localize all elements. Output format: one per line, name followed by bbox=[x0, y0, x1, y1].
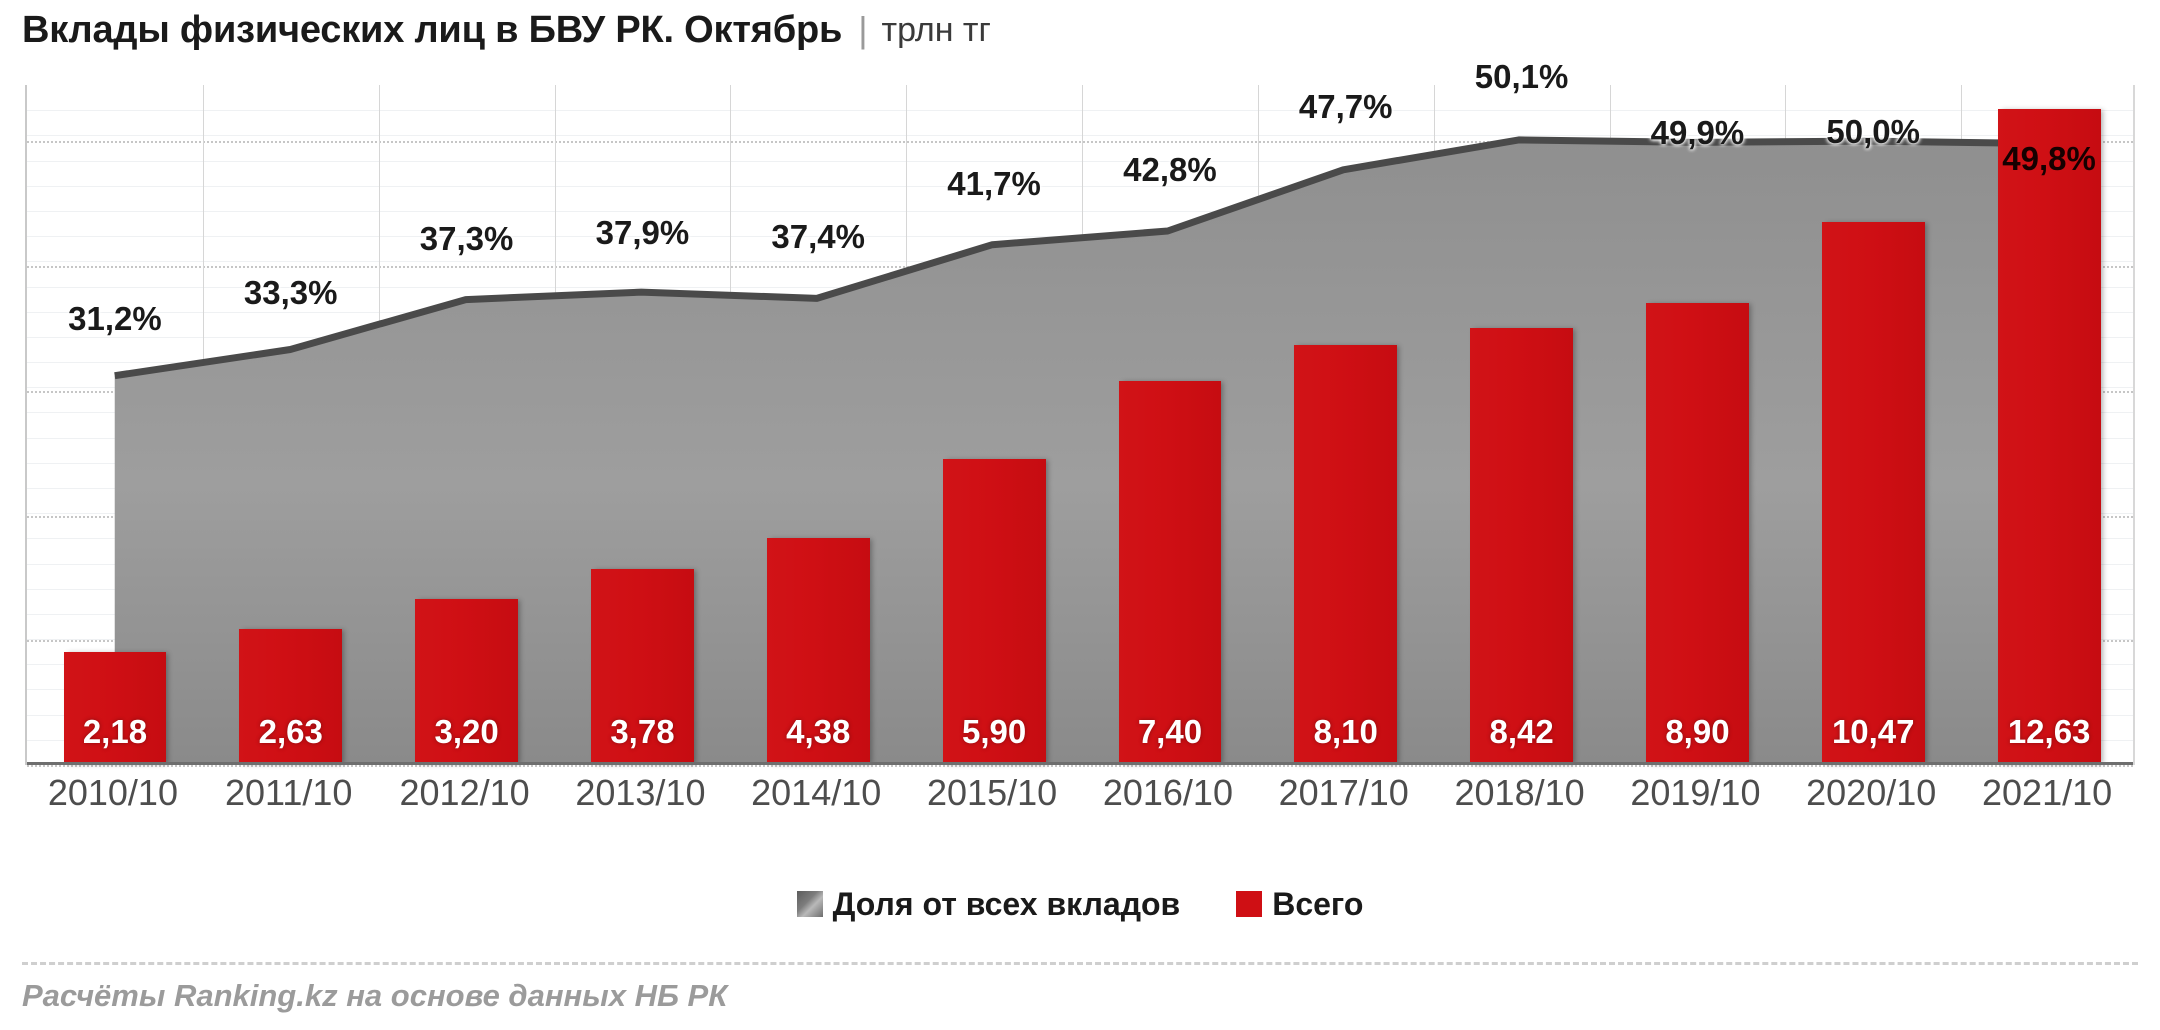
bar-value-label: 3,20 bbox=[434, 712, 499, 750]
x-tick-2020/10: 2020/10 bbox=[1806, 772, 1937, 813]
x-tick-2012/10: 2012/10 bbox=[399, 772, 530, 813]
share-label-2018/10: 50,1% bbox=[1474, 57, 1569, 95]
bar-2015/10[interactable]: 5,90 bbox=[942, 458, 1046, 765]
x-tick-2010/10: 2010/10 bbox=[47, 772, 178, 813]
bar-2016/10[interactable]: 7,40 bbox=[1118, 380, 1222, 765]
x-tick-2015/10: 2015/10 bbox=[927, 772, 1058, 813]
chart-unit-label: трлн тг bbox=[881, 10, 991, 49]
legend-swatch-gray bbox=[796, 891, 823, 917]
gridline-minor bbox=[27, 160, 2133, 162]
share-label-2019/10: 49,9% bbox=[1650, 114, 1745, 152]
share-label-2020/10: 50,0% bbox=[1826, 113, 1920, 151]
legend-label: Доля от всех вкладов bbox=[832, 885, 1181, 922]
gridline-major bbox=[27, 765, 2133, 767]
x-tick-2018/10: 2018/10 bbox=[1454, 772, 1585, 813]
bar-value-label: 2,63 bbox=[258, 713, 323, 750]
bar-value-label: 3,78 bbox=[610, 712, 675, 750]
share-label-2016/10: 42,8% bbox=[1123, 151, 1217, 188]
bar-value-label: 8,90 bbox=[1665, 713, 1730, 750]
bar-2013/10[interactable]: 3,78 bbox=[591, 568, 694, 765]
share-label-2017/10: 47,7% bbox=[1298, 87, 1393, 125]
gridline-minor bbox=[27, 185, 2133, 187]
bar-2017/10[interactable]: 8,10 bbox=[1294, 344, 1398, 765]
x-tick-2013/10: 2013/10 bbox=[575, 772, 706, 813]
bar-2010/10[interactable]: 2,18 bbox=[63, 651, 167, 765]
share-label-2015/10: 41,7% bbox=[947, 164, 1041, 202]
x-tick-2011/10: 2011/10 bbox=[224, 772, 353, 813]
x-tick-2017/10: 2017/10 bbox=[1278, 772, 1409, 813]
bar-2021/10[interactable]: 12,63 bbox=[1997, 109, 2101, 765]
bar-value-label: 7,40 bbox=[1137, 712, 1203, 750]
plot-inner: 2,18 2,63 3,20 3,78 4,38 5,90 7,40 8,10 8,42 8,90… bbox=[27, 85, 2133, 767]
gridline-major bbox=[27, 141, 2133, 144]
bar-2019/10[interactable]: 8,90 bbox=[1646, 303, 1749, 765]
bar-value-label: 12,63 bbox=[2007, 712, 2091, 750]
legend-swatch-red bbox=[1236, 891, 1263, 917]
bar-2014/10[interactable]: 4,38 bbox=[766, 537, 870, 765]
source-note: Расчёты Ranking.kz на основе данных НБ Р… bbox=[22, 978, 728, 1013]
page-title: Вклады физических лиц в БВУ РК. Октябрь bbox=[22, 8, 843, 51]
gridline-minor bbox=[27, 135, 2133, 137]
gridline-minor bbox=[27, 210, 2133, 212]
gridline-minor bbox=[27, 110, 2133, 112]
legend-item-1[interactable]: Доля от всех вкладов bbox=[796, 885, 1181, 923]
legend-item-2[interactable]: Всего bbox=[1236, 886, 1363, 923]
bar-2020/10[interactable]: 10,47 bbox=[1821, 221, 1925, 765]
share-label-2021/10: 49,8% bbox=[2002, 139, 2096, 177]
x-axis-tick-labels: 2010/10 2011/10 2012/10 2013/10 2014/10 2015/… bbox=[25, 772, 2135, 830]
share-area-line bbox=[114, 136, 2046, 380]
footer-divider bbox=[22, 962, 2138, 965]
chart-plot-area: 2,18 2,63 3,20 3,78 4,38 5,90 7,40 8,10 8,42 8,90… bbox=[25, 58, 2135, 767]
bar-value-label: 2,18 bbox=[82, 712, 148, 750]
bar-value-label: 4,38 bbox=[786, 712, 851, 750]
bar-2011/10[interactable]: 2,63 bbox=[239, 628, 343, 765]
bar-value-label: 8,10 bbox=[1313, 713, 1378, 750]
title-separator: | bbox=[858, 9, 868, 50]
legend-label: Всего bbox=[1272, 885, 1364, 922]
chart-header: Вклады физических лиц в БВУ РК. Октябрь … bbox=[22, 2, 991, 58]
x-tick-2019/10: 2019/10 bbox=[1630, 772, 1761, 813]
x-tick-2021/10: 2021/10 bbox=[1982, 772, 2113, 813]
share-label-2014/10: 37,4% bbox=[771, 218, 865, 256]
bar-2012/10[interactable]: 3,20 bbox=[415, 598, 519, 765]
share-label-2013/10: 37,9% bbox=[595, 214, 690, 252]
share-label-2011/10: 33,3% bbox=[243, 273, 338, 311]
x-axis-line bbox=[27, 762, 2133, 765]
x-tick-2014/10: 2014/10 bbox=[751, 772, 882, 813]
chart-legend: Доля от всех вкладов Всего bbox=[0, 880, 2160, 928]
share-label-2012/10: 37,3% bbox=[419, 219, 514, 257]
bar-value-label: 10,47 bbox=[1831, 713, 1915, 750]
bar-value-label: 8,42 bbox=[1489, 712, 1554, 750]
bar-2018/10[interactable]: 8,42 bbox=[1470, 327, 1574, 765]
x-tick-2016/10: 2016/10 bbox=[1102, 772, 1233, 813]
bar-value-label: 5,90 bbox=[962, 712, 1027, 750]
share-label-2010/10: 31,2% bbox=[68, 299, 162, 337]
